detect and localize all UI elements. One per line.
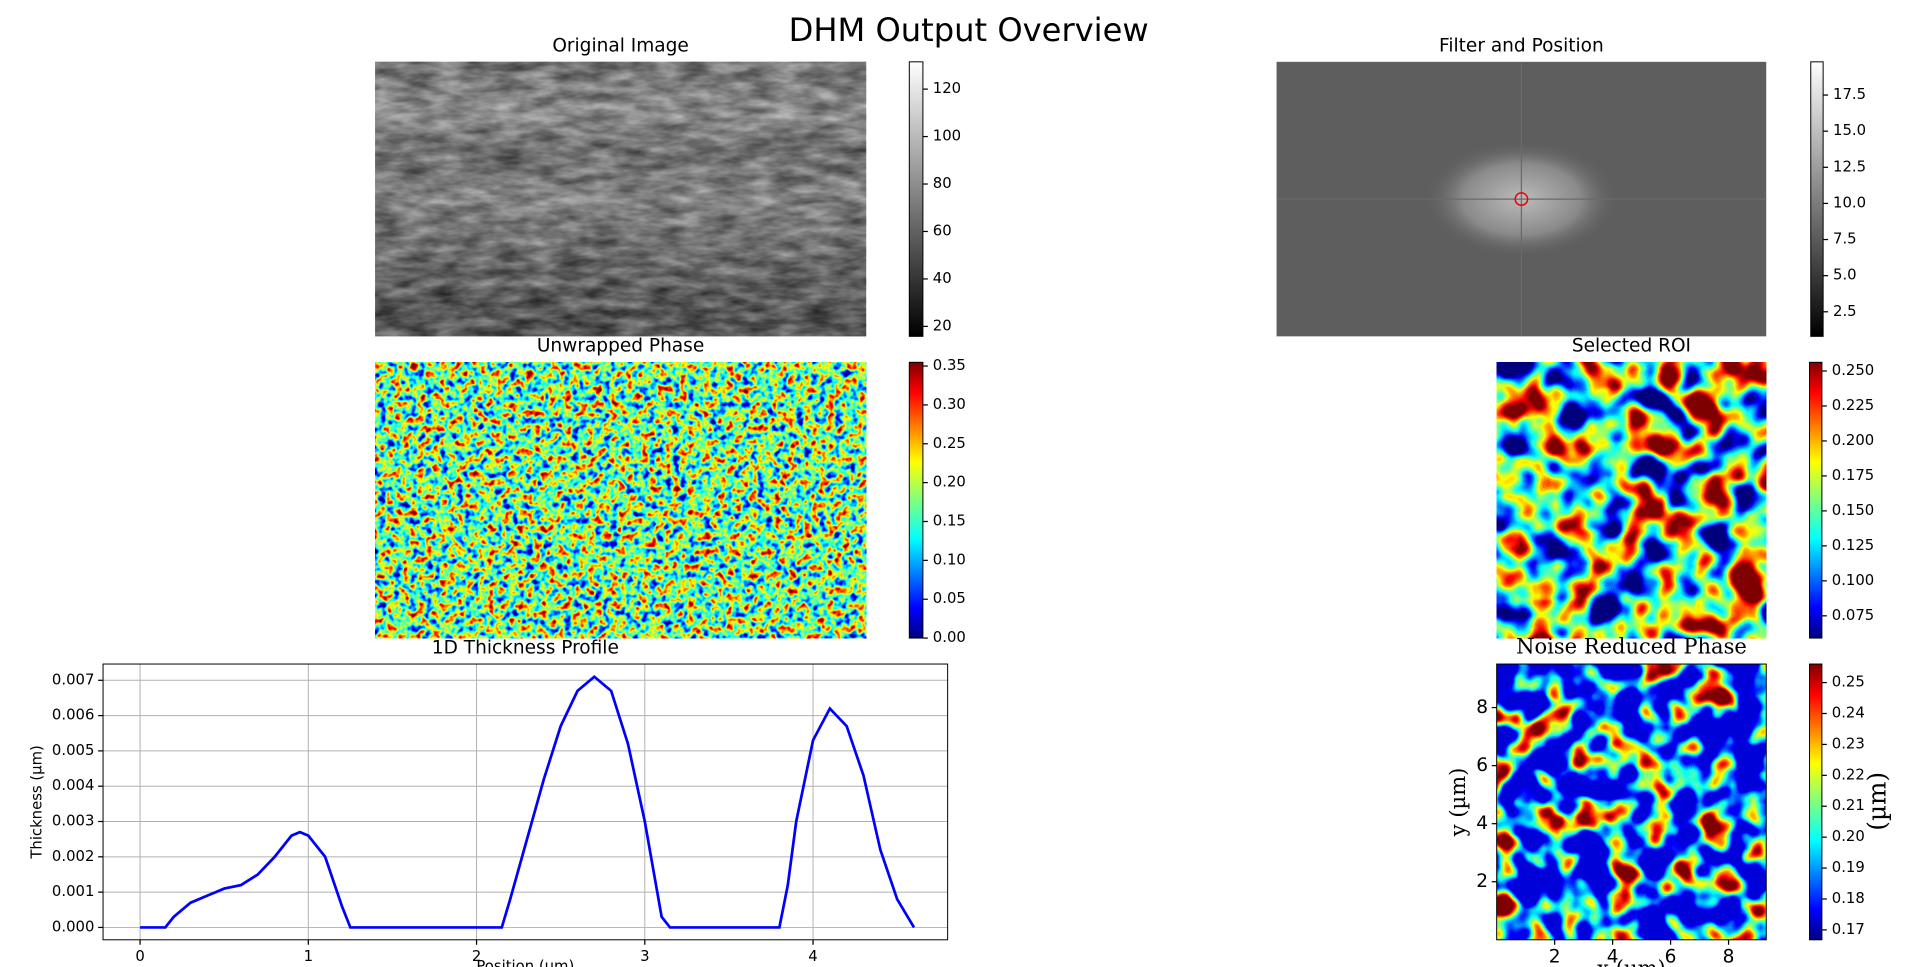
image [1496, 362, 1767, 639]
colorbar-tick-label: 0.25 [1832, 674, 1865, 691]
colorbar-tick-label: 0.35 [933, 357, 966, 374]
colorbar-tick-label: 20 [933, 317, 952, 334]
colorbar-tick-label: 0.23 [1832, 735, 1865, 752]
colorbar-tick-label: 7.5 [1833, 231, 1857, 248]
y-tick-label: 8 [1476, 697, 1488, 718]
colorbar-tick-label: 120 [933, 80, 961, 97]
x-tick-label: 4 [1607, 947, 1619, 967]
colorbar-label: (µm) [1862, 772, 1891, 831]
colorbar-tick-label: 0.125 [1832, 537, 1874, 554]
x-tick-label: 1 [304, 948, 313, 965]
x-tick-label: 2 [472, 948, 481, 965]
y-tick-label: 0.006 [52, 707, 94, 724]
colorbar-tick-label: 0.00 [933, 629, 966, 646]
colorbar-tick-label: 12.5 [1833, 158, 1866, 175]
colorbar [1809, 663, 1823, 941]
colorbar-tick-label: 0.20 [933, 474, 966, 491]
profile-line [140, 674, 916, 929]
colorbar-tick-label: 17.5 [1833, 86, 1866, 103]
figure-title: DHM Output Overview [789, 11, 1149, 49]
colorbar-tick-label: 0.21 [1832, 797, 1865, 814]
chart-title: Unwrapped Phase [537, 336, 704, 357]
colorbar-tick-label: 0.175 [1832, 467, 1874, 484]
chart-title: Noise Reduced Phase [1516, 633, 1747, 658]
colorbar-tick-label: 0.30 [933, 396, 966, 413]
x-tick-label: 3 [640, 948, 649, 965]
colorbar-tick-label: 0.225 [1832, 397, 1874, 414]
colorbar [908, 61, 924, 337]
x-tick-label: 6 [1665, 947, 1677, 967]
x-tick-label: 8 [1723, 947, 1735, 967]
colorbar-tick-label: 60 [933, 222, 952, 239]
chart-title: Filter and Position [1439, 35, 1604, 56]
colorbar-tick-label: 0.10 [933, 551, 966, 568]
colorbar-tick-label: 5.0 [1833, 267, 1857, 284]
x-tick-label: 0 [135, 948, 144, 965]
x-tick-label: 2 [1549, 947, 1561, 967]
colorbar [1810, 61, 1824, 337]
y-axis-label: y (µm) [1445, 768, 1470, 838]
y-tick-label: 0.000 [52, 918, 94, 935]
colorbar-tick-label: 80 [933, 175, 952, 192]
colorbar-tick-label: 40 [933, 270, 952, 287]
y-tick-label: 6 [1476, 755, 1488, 776]
image-texture [375, 61, 867, 337]
colorbar-tick-label: 0.075 [1832, 607, 1874, 624]
image [1496, 664, 1767, 940]
colorbar-tick-label: 0.18 [1832, 890, 1865, 907]
colorbar-tick-label: 0.15 [933, 512, 966, 529]
y-tick-label: 0.005 [52, 742, 94, 759]
y-tick-label: 0.007 [52, 671, 94, 688]
colorbar-tick-label: 0.250 [1832, 362, 1874, 379]
colorbar-tick-label: 0.100 [1832, 572, 1874, 589]
colorbar [1809, 361, 1823, 639]
colorbar [908, 361, 924, 639]
x-axis-label: x (µm) [1597, 956, 1666, 967]
colorbar-tick-label: 0.24 [1832, 705, 1865, 722]
y-tick-label: 0.003 [52, 813, 94, 830]
colorbar-tick-label: 0.20 [1832, 828, 1865, 845]
filter-position [1514, 192, 1529, 207]
x-axis-label: Position (µm) [476, 958, 574, 967]
y-tick-label: 4 [1476, 813, 1488, 834]
y-tick-label: 0.002 [52, 848, 94, 865]
chart-title: Selected ROI [1572, 336, 1691, 357]
chart-title: 1D Thickness Profile [432, 637, 619, 658]
image [375, 362, 867, 639]
x-tick-label: 4 [808, 948, 817, 965]
axes-frame [1496, 663, 1767, 941]
colorbar-tick-label: 100 [933, 128, 961, 145]
y-tick-label: 0.004 [52, 777, 94, 794]
colorbar-tick-label: 2.5 [1833, 303, 1857, 320]
colorbar-tick-label: 10.0 [1833, 194, 1866, 211]
colorbar-tick-label: 0.05 [933, 590, 966, 607]
colorbar-tick-label: 0.200 [1832, 432, 1874, 449]
colorbar-tick-label: 0.17 [1832, 921, 1865, 938]
y-tick-label: 0.001 [52, 883, 94, 900]
y-tick-label: 2 [1476, 871, 1488, 892]
axes-frame [102, 663, 949, 941]
colorbar-tick-label: 0.150 [1832, 502, 1874, 519]
y-axis-label: Thickness (µm) [29, 745, 46, 859]
colorbar-tick-label: 0.19 [1832, 859, 1865, 876]
chart-title: Original Image [552, 35, 688, 56]
colorbar-tick-label: 15.0 [1833, 122, 1866, 139]
colorbar-tick-label: 0.25 [933, 435, 966, 452]
colorbar-tick-label: 0.22 [1832, 766, 1865, 783]
